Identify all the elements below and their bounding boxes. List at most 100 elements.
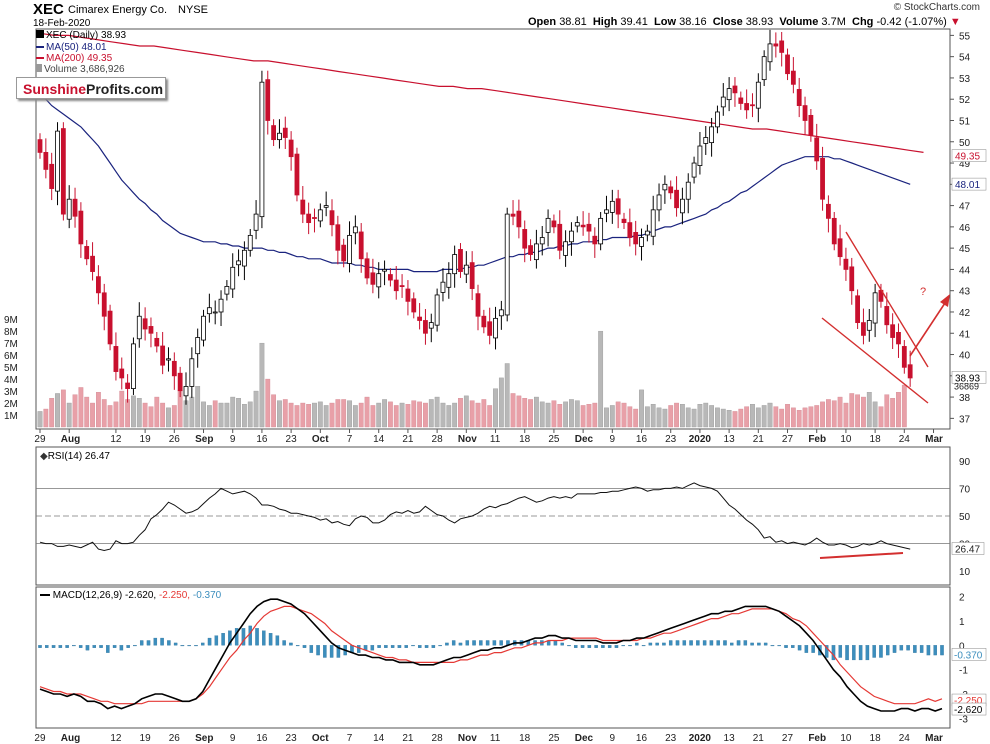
channel-lower-line [821,317,929,404]
volume-bar [49,398,55,428]
candle-body [697,145,703,166]
macd-histogram-bar [336,645,341,658]
candle-body [785,54,790,75]
macd-line-icon [40,594,50,597]
legend-ma200: MA(200) 49.35 [36,53,112,64]
price-tick-label: 41 [959,329,971,340]
macd-histogram-bar [492,640,497,646]
candle-body [685,181,691,200]
volume-bar [358,402,364,428]
macd-histogram-bar [574,645,578,648]
volume-bar [84,396,90,428]
volume-bar [790,407,796,428]
volume-bar [142,402,148,428]
candle-body [288,139,294,158]
x-tick-label: Nov [458,434,477,445]
candle-body [458,249,463,272]
x-tick-label: Oct [312,434,329,445]
candle-body [195,337,201,355]
macd-histogram-bar [445,642,449,646]
macd-x-tick-label: 9 [230,733,236,744]
candle-body [738,97,744,104]
macd-histogram-bar [173,642,178,646]
candle-body [493,317,498,339]
volume-bar [294,405,300,428]
price-tick-label: 45 [959,244,971,255]
volume-bar [364,396,370,428]
rsi-value-tag: 26.47 [955,544,980,555]
volume-bar [341,399,347,428]
candle-body [837,238,843,258]
macd-histogram-bar [411,645,415,647]
candle-body [96,276,101,294]
macd-histogram-bar [201,642,205,646]
x-tick-label: 23 [286,434,298,445]
x-tick-label: 21 [753,434,765,445]
macd-x-tick-label: 23 [286,733,298,744]
ohlc-readout: Open 38.81 High 39.41 Low 38.16 Close 38… [528,16,961,28]
macd-histogram-bar [418,645,422,648]
volume-bar [516,395,522,428]
candle-body [119,368,125,379]
volume-bar [411,400,417,428]
candle-body [358,231,364,260]
volume-bar [545,402,551,428]
volume-bar [382,399,387,428]
macd-histogram-bar [85,645,90,651]
volume-bar [896,392,901,428]
macd-histogram-bar [262,630,266,646]
rsi-tick-label: 10 [959,567,971,578]
candle-body [516,210,522,228]
macd-x-tick-label: 26 [169,733,181,744]
candle-body [277,132,282,141]
x-tick-label: 26 [169,434,181,445]
volume-bar [212,400,218,428]
macd-plot-frame [35,586,951,729]
candle-body [563,241,568,256]
candle-body [715,111,720,128]
rsi-marker-icon: ◆ [40,451,48,462]
macd-histogram-bar [404,645,408,648]
candle-body [423,320,428,334]
macd-histogram-bar [716,640,720,646]
volume-bar [90,402,95,428]
ma50-line [39,94,911,273]
x-tick-label: 7 [347,434,353,445]
candle-body [633,232,639,245]
candle-body [487,321,493,336]
macd-histogram-bar [770,645,775,647]
x-tick-label: 28 [432,434,444,445]
volume-bar [195,386,201,428]
volume-bar [586,404,592,428]
rsi-tick-label: 50 [959,512,971,523]
rsi-tick-label: 70 [959,484,971,495]
macd-histogram-bar [641,645,646,647]
macd-x-tick-label: 19 [140,733,152,744]
candle-body [440,281,446,293]
candle-body [808,114,814,136]
volume-bar [855,394,861,428]
macd-histogram-bar [763,642,768,646]
macd-x-tick-label: 16 [256,733,268,744]
macd-histogram-bar [499,640,503,646]
close-value-tag-box [951,371,987,384]
candle-body [831,217,837,245]
x-tick-label: 27 [782,434,794,445]
volume-bar [510,393,516,428]
macd-histogram-bar [275,635,280,646]
x-tick-label: 25 [548,434,560,445]
macd-histogram-bar [926,645,931,656]
candle-body [364,258,370,279]
macd-histogram-bar [424,645,429,648]
x-tick-label: 12 [110,434,122,445]
candle-body [475,293,481,317]
rsi-title-text: RSI(14) 26.47 [47,451,110,462]
macd-histogram-bar [438,645,442,647]
volume-bar [779,408,785,428]
volume-bar [370,405,376,428]
macd-histogram-bar [146,640,151,646]
macd-x-tick-label: 7 [347,733,353,744]
price-panel: 373839404142434445464748495051525354551M… [4,28,987,445]
candle-body [428,322,434,329]
volume-bar [796,410,802,428]
